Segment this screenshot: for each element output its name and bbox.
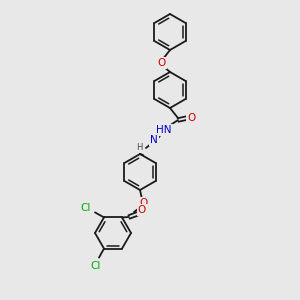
Text: HN: HN bbox=[156, 125, 172, 135]
Text: O: O bbox=[139, 198, 147, 208]
Text: O: O bbox=[187, 113, 195, 123]
Text: O: O bbox=[138, 205, 146, 215]
Text: O: O bbox=[158, 58, 166, 68]
Text: N: N bbox=[150, 135, 158, 145]
Text: Cl: Cl bbox=[91, 261, 101, 271]
Text: H: H bbox=[136, 142, 142, 152]
Text: Cl: Cl bbox=[81, 203, 91, 213]
